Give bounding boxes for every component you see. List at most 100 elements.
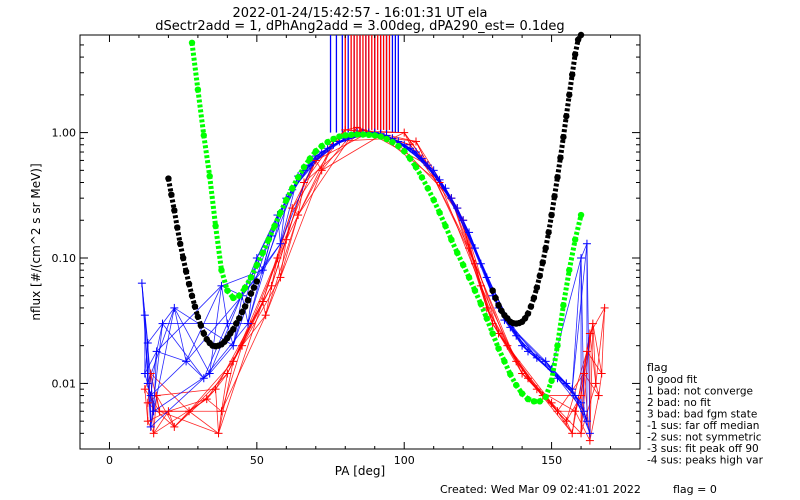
series-line — [415, 141, 470, 249]
series-point — [524, 347, 532, 356]
series-line — [209, 345, 234, 374]
legend-entry: -4 sus: peaks high var — [647, 455, 764, 467]
series-line — [315, 160, 323, 171]
fit-segment — [165, 178, 174, 196]
series-point — [582, 239, 591, 248]
series-point — [447, 194, 456, 203]
fit-segment — [437, 211, 448, 228]
series-line — [209, 285, 222, 374]
series-line — [221, 345, 243, 412]
fit-segment — [290, 176, 301, 190]
series-point — [182, 357, 191, 366]
y-tick-label: 0.01 — [52, 377, 77, 390]
fit-segment — [560, 115, 569, 138]
series-point — [518, 369, 527, 378]
series-line — [188, 410, 219, 434]
series-point — [465, 228, 474, 237]
series-point — [152, 347, 161, 356]
fit-segment — [248, 263, 260, 279]
series-point — [580, 407, 588, 416]
fit-segment — [201, 332, 209, 341]
series-line — [557, 377, 567, 384]
series-point — [267, 281, 276, 290]
fit-segment — [531, 286, 540, 299]
series-line — [589, 333, 597, 384]
fit-segment — [555, 157, 563, 178]
series-line — [144, 315, 149, 384]
fit-segment — [499, 309, 507, 317]
series-point — [571, 407, 580, 416]
fit-segment — [232, 293, 241, 301]
fit-segment — [242, 299, 251, 308]
series-point — [453, 204, 462, 213]
series-point — [571, 391, 580, 400]
series-line — [601, 307, 606, 374]
chart-subtitle: dSectr2add = 1, dPhAng2add = 3.00deg, dP… — [155, 19, 564, 34]
series-point — [597, 369, 606, 378]
series-line — [215, 389, 219, 434]
series-point — [582, 417, 591, 426]
fit-segment — [528, 297, 537, 308]
series-line — [174, 373, 228, 428]
fit-segment — [237, 286, 248, 298]
series-point — [406, 144, 415, 153]
series-line — [280, 155, 317, 244]
series-line — [297, 127, 358, 216]
series-point — [512, 357, 521, 366]
series-point — [170, 303, 179, 312]
fit-segment — [508, 373, 519, 387]
series-point — [164, 407, 173, 416]
series-point — [423, 161, 432, 170]
series-line — [150, 323, 163, 427]
series-point — [568, 429, 577, 438]
fit-segment — [219, 269, 230, 292]
series-line — [571, 243, 588, 390]
series-line — [574, 411, 591, 441]
fit-segment — [549, 195, 557, 216]
fit-segment — [505, 316, 513, 324]
series-point — [547, 398, 556, 407]
series-line — [409, 141, 417, 146]
fit-segment — [408, 157, 419, 169]
series-point — [273, 254, 282, 263]
series-line — [392, 137, 417, 142]
series-point — [143, 398, 152, 407]
fit-segment — [552, 176, 560, 197]
series-line — [557, 373, 585, 412]
series-point — [476, 281, 485, 290]
footer-created: Created: Wed Mar 09 02:41:01 2022 — [440, 483, 641, 496]
fit-segment — [189, 295, 198, 308]
series-point — [600, 303, 609, 312]
series-line — [280, 170, 323, 278]
series-point — [400, 128, 409, 137]
fit-segment — [228, 327, 236, 335]
series-point — [146, 391, 155, 400]
fit-segment — [368, 132, 375, 138]
series-point — [459, 216, 468, 225]
series-point — [429, 166, 438, 175]
series-line — [565, 351, 588, 422]
series-point — [553, 374, 562, 383]
fit-segment — [543, 379, 554, 398]
fit-segment — [575, 33, 584, 42]
series-point — [140, 311, 149, 320]
series-line — [498, 333, 544, 396]
fit-segment — [534, 275, 543, 289]
legend-entry: 3 bad: bad fgm state — [647, 409, 757, 421]
series-line — [147, 307, 175, 384]
fit-segment — [543, 231, 552, 249]
series-line — [595, 307, 606, 384]
fit-segment — [566, 74, 575, 96]
series-line — [536, 357, 546, 362]
series-line — [203, 323, 228, 379]
series-line — [144, 342, 149, 374]
series-line — [173, 307, 187, 362]
series-line — [156, 388, 216, 396]
fit-segment — [496, 304, 504, 312]
series-point — [580, 369, 588, 378]
series-line — [162, 323, 205, 379]
fit-segment — [198, 324, 207, 335]
fit-segment — [345, 132, 352, 138]
series-point — [282, 235, 291, 244]
series-point — [140, 369, 149, 378]
